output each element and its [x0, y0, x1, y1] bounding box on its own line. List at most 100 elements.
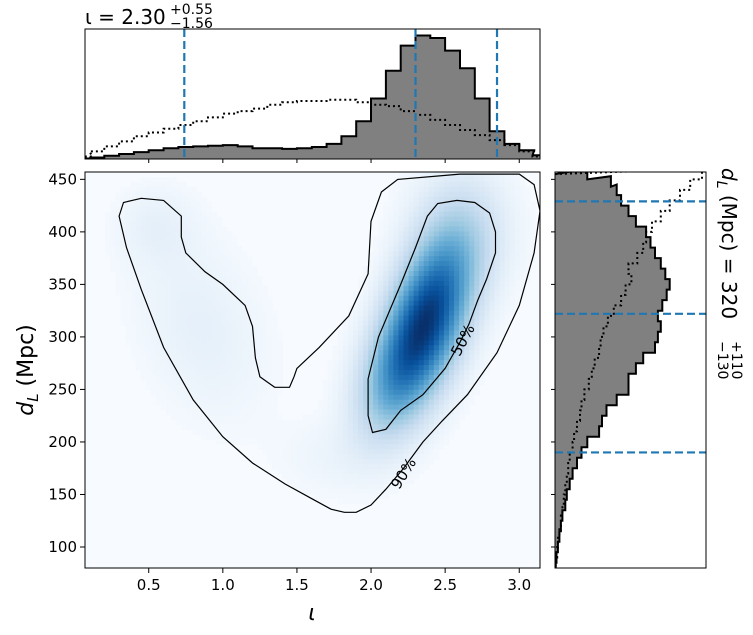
- heatmap-cell: [428, 399, 435, 406]
- heatmap-cell: [165, 251, 172, 257]
- heatmap-cell: [176, 206, 182, 213]
- heatmap-cell: [489, 355, 496, 361]
- heatmap-cell: [332, 469, 339, 475]
- heatmap-cell: [358, 419, 364, 426]
- heatmap-cell: [403, 310, 410, 317]
- heatmap-cell: [484, 206, 491, 213]
- heatmap-cell: [413, 295, 420, 302]
- heatmap-cell: [186, 384, 192, 391]
- heatmap-cell: [378, 394, 384, 401]
- heatmap-cell: [368, 454, 374, 460]
- heatmap-cell: [241, 300, 248, 307]
- heatmap-cell: [388, 473, 394, 480]
- heatmap-cell: [524, 186, 531, 193]
- heatmap-cell: [474, 181, 480, 188]
- heatmap-cell: [196, 365, 202, 371]
- heatmap-cell: [307, 478, 314, 485]
- heatmap-cell: [383, 434, 389, 440]
- heatmap-cell: [322, 464, 329, 470]
- heatmap-cell: [494, 226, 501, 232]
- heatmap-cell: [352, 345, 359, 351]
- heatmap-cell: [494, 256, 501, 262]
- heatmap-cell: [120, 271, 127, 277]
- heatmap-cell: [236, 404, 243, 411]
- heatmap-cell: [120, 186, 127, 193]
- heatmap-cell: [165, 310, 172, 317]
- x-tick-label: 1.5: [285, 576, 309, 594]
- heatmap-cell: [150, 335, 157, 341]
- heatmap-cell: [125, 315, 132, 322]
- heatmap-cell: [267, 305, 273, 312]
- heatmap-cell: [499, 305, 506, 312]
- heatmap-cell: [454, 424, 460, 430]
- heatmap-cell: [135, 365, 142, 371]
- heatmap-cell: [155, 374, 162, 381]
- heatmap-cell: [484, 280, 491, 287]
- heatmap-cell: [176, 201, 182, 208]
- heatmap-cell: [176, 404, 182, 411]
- heatmap-cell: [358, 310, 364, 317]
- heatmap-cell: [206, 246, 212, 252]
- heatmap-cell: [363, 493, 369, 500]
- heatmap-cell: [236, 355, 243, 361]
- heatmap-cell: [474, 266, 480, 272]
- heatmap-cell: [140, 345, 147, 351]
- heatmap-cell: [393, 409, 400, 416]
- heatmap-cell: [358, 473, 364, 480]
- heatmap-cell: [454, 360, 460, 366]
- heatmap-cell: [155, 345, 162, 351]
- heatmap-cell: [469, 275, 475, 282]
- heatmap-cell: [332, 454, 339, 460]
- heatmap-cell: [408, 389, 415, 396]
- heatmap-cell: [383, 473, 389, 480]
- heatmap-cell: [378, 280, 384, 287]
- heatmap-cell: [337, 464, 344, 470]
- heatmap-cell: [160, 275, 167, 282]
- heatmap-cell: [241, 266, 248, 272]
- heatmap-cell: [428, 256, 435, 262]
- heatmap-cell: [393, 186, 400, 193]
- heatmap-cell: [423, 370, 430, 376]
- heatmap-cell: [418, 206, 425, 213]
- heatmap-cell: [443, 340, 450, 346]
- heatmap-cell: [272, 449, 278, 455]
- heatmap-cell: [393, 478, 400, 485]
- heatmap-cell: [398, 320, 405, 327]
- heatmap-cell: [459, 206, 465, 213]
- heatmap-cell: [241, 394, 248, 401]
- heatmap-cell: [140, 280, 147, 287]
- heatmap-cell: [155, 350, 162, 356]
- heatmap-cell: [317, 488, 324, 495]
- heatmap-cell: [302, 478, 309, 485]
- heatmap-cell: [251, 389, 258, 396]
- heatmap-cell: [272, 439, 278, 445]
- heatmap-cell: [388, 365, 394, 371]
- heatmap-cell: [378, 221, 384, 228]
- heatmap-cell: [368, 409, 374, 416]
- heatmap-cell: [408, 236, 415, 242]
- heatmap-cell: [368, 399, 374, 406]
- heatmap-cell: [443, 271, 450, 277]
- heatmap-cell: [256, 350, 263, 356]
- heatmap-cell: [428, 181, 435, 188]
- heatmap-cell: [368, 325, 374, 331]
- heatmap-cell: [236, 300, 243, 307]
- heatmap-cell: [484, 335, 491, 341]
- heatmap-cell: [524, 241, 531, 247]
- heatmap-cell: [509, 256, 516, 262]
- heatmap-cell: [201, 211, 207, 218]
- heatmap-cell: [423, 236, 430, 242]
- heatmap-cell: [363, 429, 369, 435]
- heatmap-cell: [469, 186, 475, 193]
- heatmap-cell: [170, 186, 177, 193]
- heatmap-cell: [191, 429, 197, 435]
- heatmap-cell: [474, 191, 480, 198]
- heatmap-cell: [292, 459, 298, 465]
- heatmap-cell: [322, 444, 329, 450]
- heatmap-cell: [287, 419, 293, 426]
- heatmap-cell: [332, 444, 339, 450]
- heatmap-cell: [191, 256, 197, 262]
- heatmap-cell: [454, 320, 460, 327]
- heatmap-cell: [226, 424, 233, 430]
- heatmap-cell: [413, 261, 420, 267]
